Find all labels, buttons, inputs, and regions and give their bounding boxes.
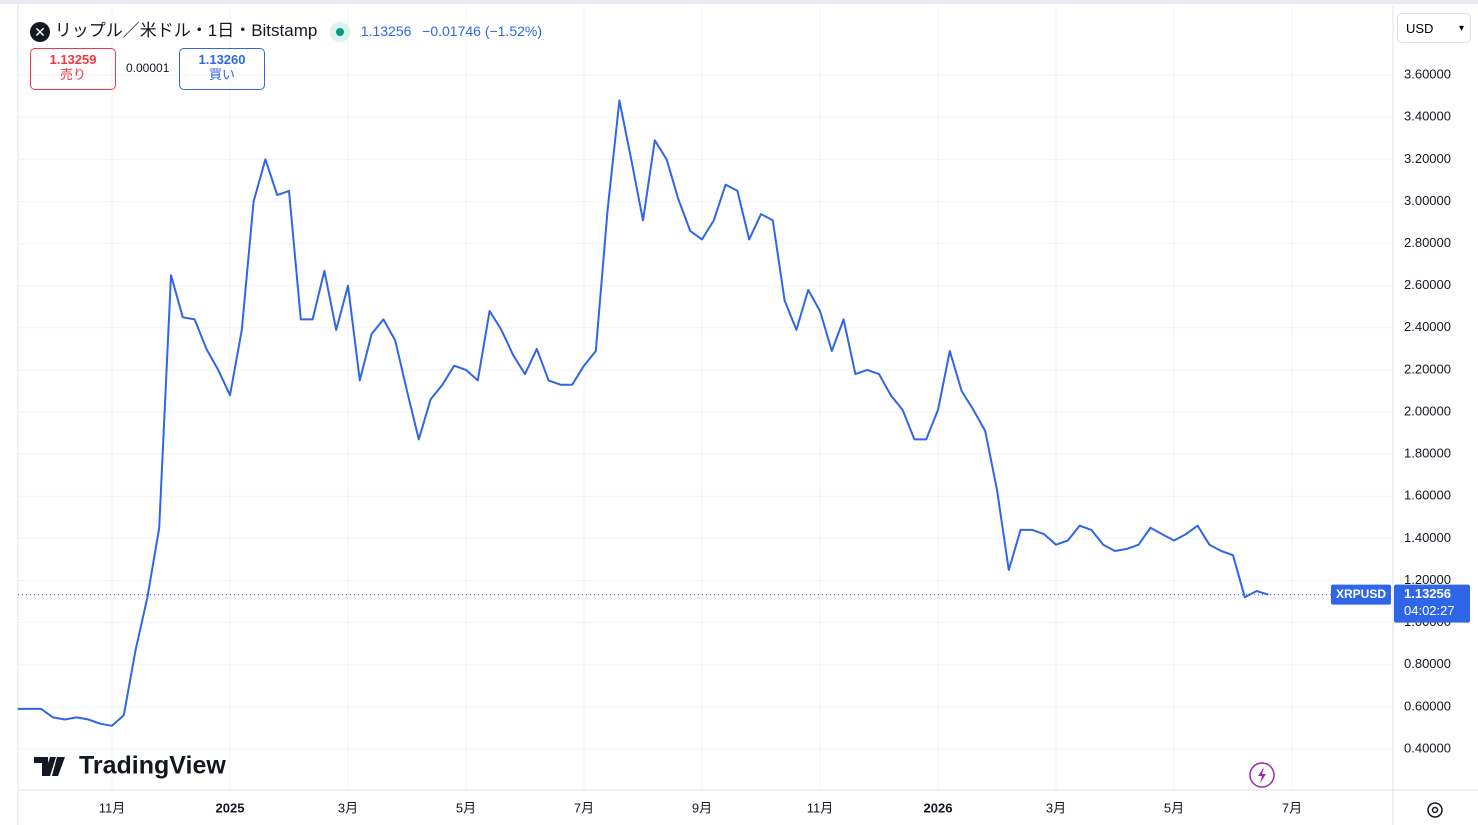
- x-tick-label: 5月: [1164, 800, 1184, 815]
- y-tick-label: 3.20000: [1404, 151, 1451, 166]
- x-tick-label: 5月: [456, 800, 476, 815]
- top-bar: [0, 0, 1478, 4]
- buy-button[interactable]: 1.13260 買い: [179, 48, 265, 90]
- logo-text: TradingView: [79, 752, 226, 780]
- market-status[interactable]: [330, 21, 351, 42]
- currency: USD: [1406, 21, 1434, 36]
- y-tick-label: 2.40000: [1404, 319, 1451, 334]
- symbol-tag: [1331, 584, 1391, 605]
- y-tick-label: 2.20000: [1404, 361, 1451, 376]
- currency-select[interactable]: USD ▾: [1397, 13, 1471, 43]
- x-tick-label: 7月: [574, 800, 594, 815]
- y-tick-label: 2.60000: [1404, 277, 1451, 292]
- y-tick-label: 3.40000: [1404, 109, 1451, 124]
- settings-icon-center: [1431, 806, 1439, 814]
- symbol-tag-text: XRPUSD: [1336, 587, 1386, 601]
- logo: TradingView: [34, 752, 226, 780]
- x-tick-label: 3月: [338, 800, 358, 815]
- y-tick-label: 0.40000: [1404, 740, 1451, 755]
- y-tick-label: 3.00000: [1404, 193, 1451, 208]
- y-tick-label: 2.00000: [1404, 403, 1451, 418]
- x-tick-label: 2026: [924, 800, 953, 815]
- x-tick-label: 9月: [692, 800, 712, 815]
- price-tag: [1394, 584, 1470, 623]
- settings-icon[interactable]: [1427, 802, 1443, 818]
- x-tick-label: 7月: [1282, 800, 1302, 815]
- y-tick-label: 1.20000: [1404, 572, 1451, 587]
- y-tick-label: 2.80000: [1404, 235, 1451, 250]
- spread: 0.00001: [126, 61, 170, 75]
- x-tick-label: 3月: [1046, 800, 1066, 815]
- x-tick-label: 2025: [216, 800, 245, 815]
- sell-button[interactable]: 1.13259 売り: [30, 48, 116, 90]
- alert-bolt: [1258, 767, 1266, 783]
- y-tick-label: 1.40000: [1404, 530, 1451, 545]
- y-tick-label: 1.80000: [1404, 446, 1451, 461]
- sell-label: 売り: [59, 67, 86, 82]
- y-tick-label: 0.80000: [1404, 656, 1451, 671]
- price-tag-value: 1.13256: [1404, 586, 1451, 601]
- sell-price: 1.13259: [49, 52, 97, 67]
- symbol-header: ✕ リップル／米ドル・1日・Bitstamp 1.13256 −0.01746 …: [30, 16, 542, 42]
- logo-icon: [34, 757, 65, 776]
- buy-price: 1.13260: [198, 52, 246, 67]
- chart-title: リップル／米ドル・1日・Bitstamp: [54, 21, 318, 40]
- x-tick-label: 11月: [807, 800, 834, 815]
- y-tick-label: 0.60000: [1404, 698, 1451, 713]
- alert-icon[interactable]: [1249, 762, 1275, 788]
- y-tick-label: 1.60000: [1404, 488, 1451, 503]
- price-tag-countdown: 04:02:27: [1404, 603, 1455, 618]
- x-tick-label: 11月: [99, 800, 126, 815]
- buy-label: 買い: [208, 67, 235, 82]
- price-line: [17, 99, 1269, 727]
- last-price: 1.13256: [360, 23, 412, 39]
- y-tick-label: 3.60000: [1404, 67, 1451, 82]
- price-change: −0.01746 (−1.52%): [422, 23, 543, 39]
- symbol-icon: ✕: [30, 21, 50, 42]
